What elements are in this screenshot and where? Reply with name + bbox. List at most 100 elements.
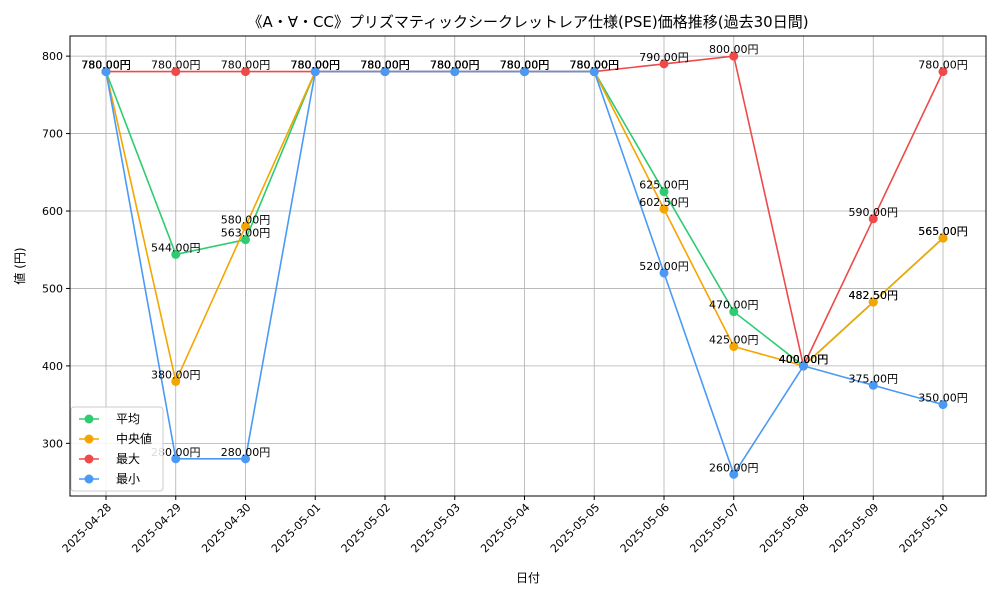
data-point (868, 214, 878, 224)
data-label: 280.00円 (221, 446, 271, 459)
data-point (659, 204, 669, 214)
data-label: 780.00円 (570, 59, 620, 72)
data-label: 482.50円 (849, 289, 899, 302)
data-label: 780.00円 (81, 59, 131, 72)
y-tick-label: 300 (42, 437, 63, 450)
data-label: 544.00円 (151, 241, 201, 254)
x-tick-label: 2025-05-03 (408, 501, 462, 555)
legend-swatch-marker (84, 454, 94, 464)
data-label: 780.00円 (291, 59, 341, 72)
data-label: 780.00円 (500, 59, 550, 72)
data-label: 780.00円 (291, 59, 341, 72)
data-label: 790.00円 (639, 51, 689, 64)
y-tick-label: 700 (42, 128, 63, 141)
legend-swatch-marker (84, 434, 94, 444)
data-label: 400.00円 (779, 353, 829, 366)
grid (70, 36, 986, 496)
x-tick-label: 2025-04-30 (199, 501, 253, 555)
data-point (101, 67, 111, 77)
x-axis-label: 日付 (516, 571, 540, 585)
data-label: 482.50円 (849, 289, 899, 302)
data-label: 400.00円 (779, 353, 829, 366)
data-label: 800.00円 (709, 43, 759, 56)
y-tick-label: 600 (42, 205, 63, 218)
data-point (520, 67, 529, 77)
data-label: 780.00円 (291, 59, 341, 72)
data-label: 425.00円 (709, 334, 759, 347)
x-tick-label: 2025-05-02 (339, 501, 393, 555)
data-label: 780.00円 (221, 59, 271, 72)
data-point (171, 249, 181, 259)
data-point (241, 222, 250, 232)
data-label: 780.00円 (81, 59, 131, 72)
data-label: 350.00円 (918, 392, 968, 405)
data-label: 470.00円 (709, 299, 759, 312)
data-label: 580.00円 (221, 214, 271, 227)
data-label: 780.00円 (81, 59, 131, 72)
data-label: 780.00円 (360, 59, 410, 72)
data-point (729, 51, 739, 61)
legend-entry: 中央値 (116, 431, 152, 446)
data-point (589, 67, 599, 77)
y-tick-label: 400 (42, 360, 63, 373)
data-label: 780.00円 (430, 59, 480, 72)
data-label: 563.00円 (221, 227, 271, 240)
data-point (380, 67, 390, 77)
legend-swatch-marker (84, 474, 94, 484)
x-tick-label: 2025-05-09 (827, 501, 881, 555)
data-label: 590.00円 (849, 206, 899, 219)
data-label: 780.00円 (430, 59, 480, 72)
data-point (659, 59, 669, 69)
x-axis-ticks: 2025-04-28 2025-04-29 2025-04-30 2025-05-01… (60, 496, 951, 555)
x-tick-label: 2025-05-04 (478, 501, 532, 555)
x-tick-label: 2025-04-28 (60, 501, 114, 555)
legend-box (70, 406, 164, 492)
data-point (868, 297, 878, 307)
plot-frame (69, 35, 987, 497)
data-label: 380.00円 (151, 368, 201, 381)
y-tick-label: 800 (42, 50, 63, 63)
legend-entry: 平均 (116, 412, 140, 426)
data-point (868, 380, 878, 390)
data-label: 780.00円 (81, 59, 131, 72)
data-label: 780.00円 (570, 59, 620, 72)
data-label: 780.00円 (151, 59, 201, 72)
x-tick-label: 2025-05-10 (897, 501, 951, 555)
data-point (450, 67, 460, 77)
data-label: 780.00円 (430, 59, 480, 72)
data-point (241, 454, 250, 464)
data-point (171, 376, 181, 386)
data-label: 260.00円 (709, 461, 759, 474)
data-point (729, 307, 739, 317)
x-tick-label: 2025-05-06 (618, 501, 672, 555)
data-label: 780.00円 (500, 59, 550, 72)
data-point (938, 233, 948, 243)
data-point (659, 187, 669, 197)
data-point (171, 454, 181, 464)
data-label: 520.00円 (639, 260, 689, 273)
y-axis-ticks: 300 400 500 600 700 800 (42, 50, 70, 450)
data-point (938, 400, 948, 410)
x-tick-label: 2025-05-08 (757, 501, 811, 555)
series-layer (101, 51, 948, 479)
data-label: 400.00円 (779, 353, 829, 366)
data-label: 780.00円 (500, 59, 550, 72)
x-tick-label: 2025-05-05 (548, 501, 602, 555)
data-label: 375.00円 (849, 372, 899, 385)
data-point (241, 235, 250, 245)
data-label: 625.00円 (639, 179, 689, 192)
legend-swatch-marker (84, 414, 94, 424)
y-tick-label: 500 (42, 282, 63, 295)
legend-entry: 最小 (116, 472, 140, 486)
x-tick-label: 2025-04-29 (129, 501, 183, 555)
data-label: 780.00円 (430, 59, 480, 72)
chart-title: 《A・∀・CC》プリズマティックシークレットレア仕様(PSE)価格推移(過去30… (247, 13, 808, 31)
data-label: 400.00円 (779, 353, 829, 366)
data-label: 780.00円 (291, 59, 341, 72)
data-point (729, 469, 739, 479)
data-point (659, 268, 669, 278)
data-point (241, 67, 250, 77)
x-tick-label: 2025-05-01 (269, 501, 323, 555)
